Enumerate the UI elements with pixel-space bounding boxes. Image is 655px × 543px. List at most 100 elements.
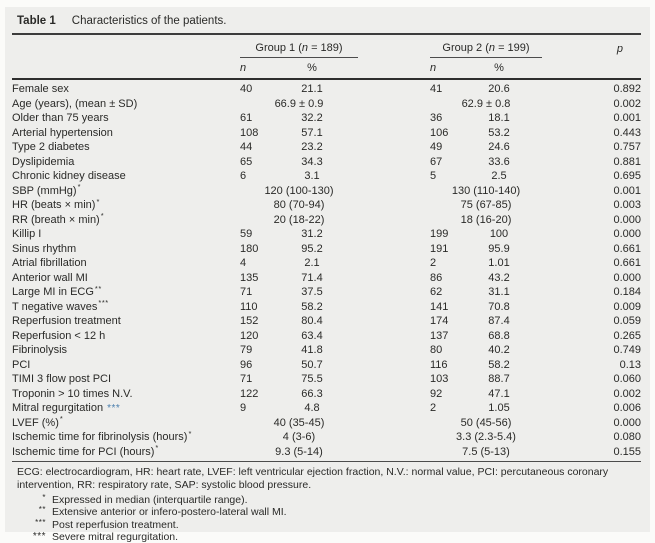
gap-cell	[358, 79, 430, 97]
table-row: Large MI in ECG** 71 37.5 62 31.1 0.184	[12, 285, 641, 300]
group1-value: 4 (3-6)	[282, 431, 316, 444]
footnote-marker: ***	[35, 517, 46, 527]
group2-value: 18 (16-20)	[460, 213, 512, 226]
gap-cell	[358, 329, 430, 344]
p-value: 0.757	[613, 141, 641, 154]
footnote-marker: *	[155, 444, 159, 453]
group1-n-value: 135	[240, 271, 259, 284]
p-value: 0.155	[613, 445, 641, 458]
p-value: 0.009	[613, 300, 641, 313]
empty-cell	[12, 57, 240, 80]
group2-n-value: 92	[430, 387, 443, 400]
group2-pct-value: 18.1	[488, 112, 510, 125]
footnote-text: Expressed in median (interquartile range…	[52, 494, 248, 506]
gap-cell	[358, 97, 430, 112]
p-column-header: p	[616, 42, 623, 55]
footnote-row: ** Extensive anterior or infero-postero-l…	[12, 505, 641, 519]
group2-pct-value: 33.6	[488, 155, 510, 168]
footnote-marker: *	[42, 493, 46, 502]
gap-cell	[358, 111, 430, 126]
table-row: Mitral regurgitation *** 9 4.8 2 1.05 0.006	[12, 401, 641, 416]
p-value: 0.003	[613, 199, 641, 212]
p-value: 0.000	[613, 213, 641, 226]
table-row: Chronic kidney disease 6 3.1 5 2.5 0.695	[12, 169, 641, 184]
group1-value: 20 (18-22)	[273, 213, 325, 226]
abbreviations-note: ECG: electrocardiogram, HR: heart rate, …	[12, 461, 641, 493]
group2-n-value: 62	[430, 286, 443, 299]
p-value: 0.080	[613, 431, 641, 444]
group2-pct-value: 43.2	[488, 271, 510, 284]
row-label: Dyslipidemia	[12, 155, 75, 168]
row-label: PCI	[12, 358, 31, 371]
table-row: Female sex 40 21.1 41 20.6 0.892	[12, 79, 641, 97]
table-row: Reperfusion treatment 152 80.4 174 87.4 0.059	[12, 314, 641, 329]
group2-pct-value: 47.1	[488, 387, 510, 400]
group1-pct-value: 37.5	[301, 286, 323, 299]
table-row: Fibrinolysis 79 41.8 80 40.2 0.749	[12, 343, 641, 358]
group1-value: 120 (100-130)	[264, 184, 334, 197]
group1-pct-value: 32.2	[301, 112, 323, 125]
subheader-row: n % n %	[12, 57, 641, 80]
p-value: 0.661	[613, 242, 641, 255]
p-value: 0.265	[613, 329, 641, 342]
row-label: Ischemic time for fibrinolysis (hours)*	[12, 430, 192, 444]
group2-n-value: 5	[430, 170, 437, 183]
group2-n-value: 191	[430, 242, 449, 255]
p-value: 0.695	[613, 170, 641, 183]
footnote-marker: **	[94, 285, 102, 293]
p-value: 0.001	[613, 112, 641, 125]
group2-header-text: Group 2 (	[442, 42, 489, 54]
row-label: SBP (mmHg)*	[12, 183, 82, 197]
p-value: 0.000	[613, 271, 641, 284]
gap-cell	[358, 285, 430, 300]
table-row: TIMI 3 flow post PCI 71 75.5 103 88.7 0.060	[12, 372, 641, 387]
row-label: Anterior wall MI	[12, 271, 88, 284]
group1-n-value: 59	[240, 228, 253, 241]
group2-n-value: 141	[430, 300, 449, 313]
row-label: Troponin > 10 times N.V.	[12, 387, 133, 400]
footnote-marker: *	[59, 415, 64, 424]
group1-n-symbol: n	[301, 42, 309, 54]
p-value: 0.661	[613, 257, 641, 270]
footnote-marker: *	[96, 198, 100, 206]
group1-pct-value: 2.1	[304, 257, 320, 270]
row-label: Type 2 diabetes	[12, 141, 90, 154]
footnote-text: Extensive anterior or infero-postero-lat…	[52, 506, 287, 519]
p-value: 0.006	[613, 402, 641, 415]
table-row: LVEF (%)* 40 (35-45) 50 (45-56) 0.000	[12, 416, 641, 431]
group2-n-value: 36	[430, 112, 443, 125]
row-label: Ischemic time for PCI (hours)*	[12, 444, 159, 458]
p-value: 0.002	[613, 387, 641, 400]
table-row: Troponin > 10 times N.V. 122 66.3 92 47.1 0.0…	[12, 387, 641, 402]
group2-pct-value: 68.8	[488, 329, 510, 342]
row-label: HR (beats × min)*	[12, 198, 100, 212]
table-row: Killip I 59 31.2 199 100 0.000	[12, 227, 641, 242]
group1-pct-value: 75.5	[301, 373, 323, 386]
footnote-marker: **	[38, 505, 46, 515]
group1-pct-value: 63.4	[301, 329, 323, 342]
group2-pct-value: 1.01	[488, 257, 510, 270]
row-label: T negative waves***	[12, 299, 109, 313]
group2-n-value: 199	[430, 228, 449, 241]
group2-pct-value: 2.5	[491, 170, 507, 183]
table-panel: Table 1 Characteristics of the patients. …	[5, 7, 650, 543]
group1-pct-value: 66.3	[301, 387, 323, 400]
group1-pct-value: 34.3	[301, 155, 323, 168]
gap-cell	[358, 445, 430, 460]
gap-cell	[358, 227, 430, 242]
group2-n-value: 103	[430, 373, 449, 386]
group2-n-value: 116	[430, 358, 448, 371]
group2-value: 75 (67-85)	[460, 199, 512, 212]
gap-cell	[358, 343, 430, 358]
group2-n-value: 106	[430, 126, 449, 139]
table-number: Table 1	[17, 15, 56, 27]
group1-value: 9.3 (5-14)	[275, 445, 323, 458]
group1-n-value: 61	[240, 112, 253, 125]
table-row: Ischemic time for fibrinolysis (hours)* 4…	[12, 430, 641, 445]
group2-n-header: n	[430, 57, 456, 80]
group2-pct-value: 87.4	[488, 315, 510, 328]
group2-pct-value: 95.9	[488, 242, 510, 255]
table-row: Ischemic time for PCI (hours)* 9.3 (5-14)…	[12, 445, 641, 460]
table-row: Atrial fibrillation 4 2.1 2 1.01 0.661	[12, 256, 641, 271]
gap-cell	[358, 401, 430, 416]
